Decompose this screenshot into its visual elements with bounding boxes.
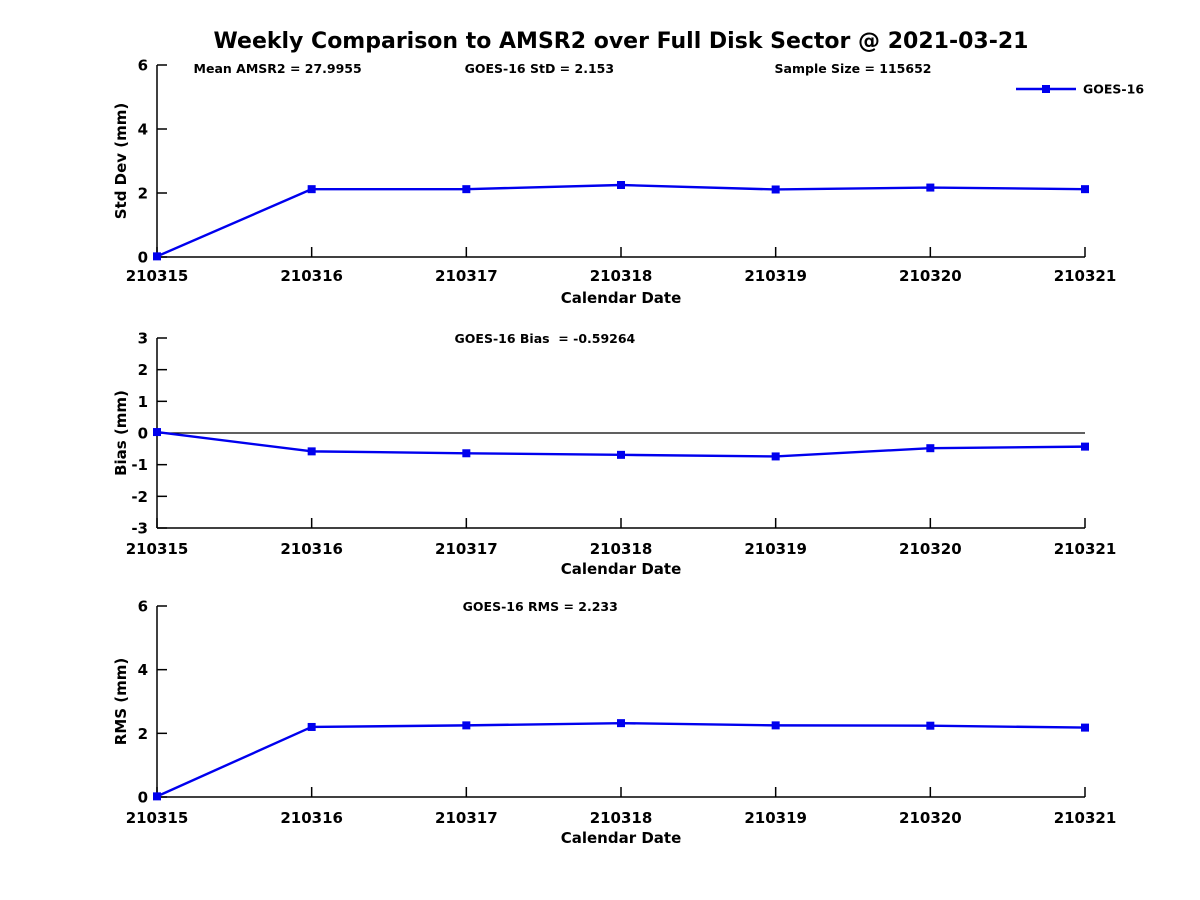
y-tick-label: -1 (131, 456, 148, 474)
annotation-text: Mean AMSR2 = 27.9955 (194, 61, 362, 76)
x-tick-label: 210318 (590, 267, 653, 285)
y-tick-label: 0 (138, 789, 148, 807)
x-tick-label: 210317 (435, 540, 498, 558)
annotation-text: Sample Size = 115652 (775, 61, 932, 76)
y-tick-label: 2 (138, 185, 148, 203)
data-line (156, 183, 1086, 258)
x-tick-label: 210321 (1054, 267, 1117, 285)
data-point-marker (462, 721, 471, 730)
data-point-marker (617, 181, 625, 189)
x-tick-label: 210319 (744, 540, 807, 558)
x-tick-label: 210316 (280, 267, 343, 285)
data-point-marker (771, 452, 780, 461)
x-tick-label: 210317 (435, 267, 498, 285)
x-tick-label: 210321 (1054, 540, 1117, 558)
x-tick-label: 210319 (744, 267, 807, 285)
y-tick-label: 2 (138, 361, 148, 379)
y-axis-title: Bias (mm) (112, 390, 130, 476)
x-tick-label: 210315 (126, 267, 189, 285)
x-tick-label: 210320 (899, 540, 962, 558)
x-tick-label: 210317 (435, 809, 498, 827)
x-axis-title: Calendar Date (561, 560, 682, 578)
data-point-marker (1081, 185, 1089, 194)
data-point-marker (926, 183, 935, 192)
chart-std-dev: 0 2 4 6 210315 210316 210317 210318 210319 210320… (112, 57, 1144, 308)
y-tick-label: -2 (131, 488, 148, 506)
x-axis-title: Calendar Date (561, 289, 682, 307)
x-tick-label: 210320 (899, 809, 962, 827)
annotation-text: GOES-16 Bias = -0.59264 (455, 331, 636, 346)
data-point-marker (462, 185, 471, 194)
y-tick-label: 4 (138, 661, 148, 679)
y-tick-label: 0 (138, 249, 148, 267)
data-point-marker (307, 447, 316, 456)
x-tick-label: 210315 (126, 809, 189, 827)
data-point-marker (926, 721, 935, 730)
annotation-text: GOES-16 RMS = 2.233 (463, 599, 618, 614)
x-tick-label: 210319 (744, 809, 807, 827)
chart-title: Weekly Comparison to AMSR2 over Full Dis… (213, 29, 1029, 54)
x-axis-title: Calendar Date (561, 829, 682, 847)
y-tick-label: -3 (131, 520, 148, 538)
data-line (156, 721, 1086, 798)
data-point-marker (617, 719, 625, 728)
y-tick-label: 2 (138, 725, 148, 743)
data-point-marker (153, 428, 161, 437)
data-point-marker (926, 444, 935, 453)
y-tick-label: 3 (138, 330, 148, 348)
x-tick-label: 210316 (280, 540, 343, 558)
y-tick-label: 1 (138, 393, 148, 411)
data-point-marker (153, 792, 161, 801)
chart-bias: -3 -2 -1 0 1 2 3 210315 210316 210317 210318 210319… (112, 330, 1116, 579)
y-tick-label: 0 (138, 425, 148, 443)
data-point-marker (462, 449, 471, 458)
x-tick-label: 210318 (590, 540, 653, 558)
data-point-marker (153, 252, 161, 261)
legend-marker (1042, 85, 1050, 93)
y-axis-title: Std Dev (mm) (112, 103, 130, 220)
y-tick-label: 6 (138, 598, 148, 616)
data-point-marker (1081, 723, 1089, 732)
x-tick-label: 210318 (590, 809, 653, 827)
y-tick-label: 6 (138, 57, 148, 75)
x-tick-label: 210321 (1054, 809, 1117, 827)
data-point-marker (1081, 442, 1089, 451)
chart-rms: 0 2 4 6 210315 210316 210317 210318 210319 210320… (112, 598, 1116, 848)
data-point-marker (617, 450, 625, 459)
x-tick-label: 210315 (126, 540, 189, 558)
legend: GOES-16 (1016, 82, 1144, 97)
x-tick-label: 210320 (899, 267, 962, 285)
x-tick-label: 210316 (280, 809, 343, 827)
data-point-marker (771, 721, 780, 730)
data-point-marker (307, 722, 316, 731)
legend-label: GOES-16 (1083, 82, 1144, 97)
data-point-marker (771, 185, 780, 194)
data-point-marker (307, 185, 316, 194)
y-tick-label: 4 (138, 121, 148, 139)
annotation-text: GOES-16 StD = 2.153 (465, 61, 614, 76)
y-axis-title: RMS (mm) (112, 658, 130, 745)
